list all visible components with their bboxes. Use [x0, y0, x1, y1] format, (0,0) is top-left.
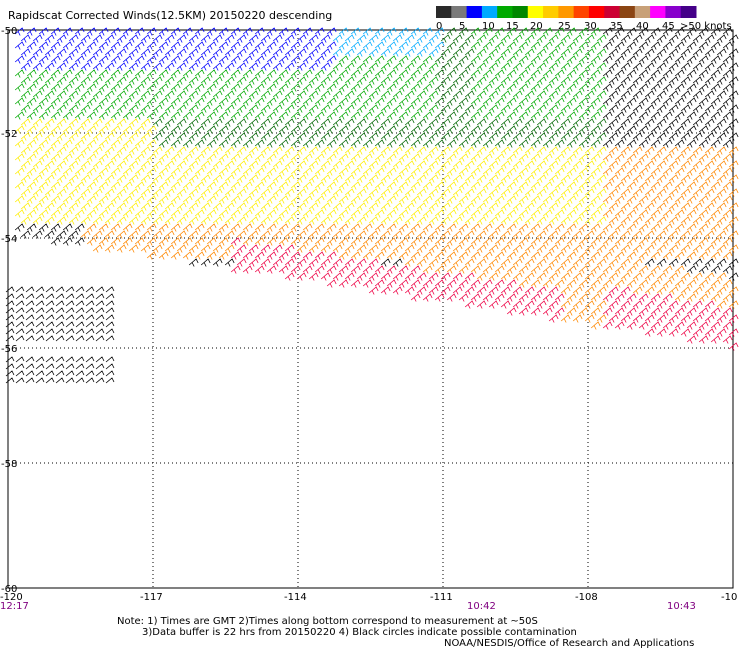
longitude-tick-label: -111: [430, 592, 453, 603]
latitude-tick-label: -60: [1, 584, 17, 595]
colorbar-swatch: [650, 6, 666, 18]
colorbar-swatch: [436, 6, 452, 18]
colorbar-swatch: [604, 6, 621, 18]
colorbar-swatch: [634, 6, 651, 18]
measurement-time-label: 10:42: [467, 601, 496, 612]
colorbar-swatch: [497, 6, 513, 18]
wind-barb-group: [5, 27, 739, 384]
wind-barb-group: [230, 237, 739, 351]
colorbar-swatch: [481, 6, 498, 18]
wind-barb-group: [80, 146, 739, 330]
colorbar-label: 10: [482, 21, 495, 32]
colorbar-swatch: [573, 6, 590, 18]
wind-barb-group: [152, 27, 607, 148]
colorbar-label: 40: [636, 21, 649, 32]
note-line-1: Note: 1) Times are GMT 2)Times along bot…: [117, 616, 538, 627]
colorbar-swatch: [680, 6, 697, 18]
colorbar-swatch: [558, 6, 575, 18]
colorbar-label: >50 knots: [680, 21, 732, 32]
colorbar-label: 45: [662, 21, 675, 32]
colorbar-swatch: [512, 6, 529, 18]
wind-barb-group: [14, 27, 607, 120]
colorbar-label: 15: [506, 21, 519, 32]
measurement-time-label: 12:17: [0, 601, 29, 612]
longitude-tick-label: -108: [575, 592, 598, 603]
latitude-tick-label: -50: [1, 26, 17, 37]
colorbar-swatch: [543, 6, 559, 18]
colorbar-label: 20: [530, 21, 543, 32]
measurement-time-label: 10:43: [667, 601, 696, 612]
colorbar-swatch: [466, 6, 483, 18]
wind-barb-group: [14, 27, 337, 71]
latitude-tick-label: -58: [1, 459, 17, 470]
colorbar-label: 0: [436, 21, 442, 32]
wind-barb-group: [14, 118, 607, 225]
colorbar-swatch: [451, 6, 468, 18]
longitude-tick-label: -117: [140, 592, 163, 603]
longitude-tick-label: -10: [721, 592, 737, 603]
axis-labels: -120 -117 -114 -111 -108 -10 -50 -52 -54 -56 -58 -6…: [0, 26, 737, 612]
colorbar-label: 35: [610, 21, 623, 32]
colorbar-swatch: [665, 6, 682, 18]
colorbar-label: 25: [558, 21, 571, 32]
note-line-2: 3)Data buffer is 22 hrs from 20150220 4)…: [142, 627, 577, 638]
latitude-tick-label: -56: [1, 344, 17, 355]
latitude-tick-label: -52: [1, 129, 17, 140]
colorbar-swatch: [588, 6, 605, 18]
wind-barbs: [5, 27, 739, 384]
colorbar-label: 30: [584, 21, 597, 32]
longitude-tick-label: -120: [0, 592, 23, 603]
wind-barb-group: [332, 27, 445, 57]
wind-speed-colorbar: 0 5 10 15 20 25 30 35 40 45 >50 knots: [436, 6, 732, 32]
longitude-tick-label: -114: [284, 592, 307, 603]
credit-line: NOAA/NESDIS/Office of Research and Appli…: [444, 638, 695, 649]
colorbar-swatch: [619, 6, 636, 18]
colorbar-label: 5: [459, 21, 465, 32]
colorbar-swatch: [527, 6, 544, 18]
latitude-tick-label: -54: [1, 234, 17, 245]
map-title: Rapidscat Corrected Winds(12.5KM) 201502…: [8, 9, 333, 22]
